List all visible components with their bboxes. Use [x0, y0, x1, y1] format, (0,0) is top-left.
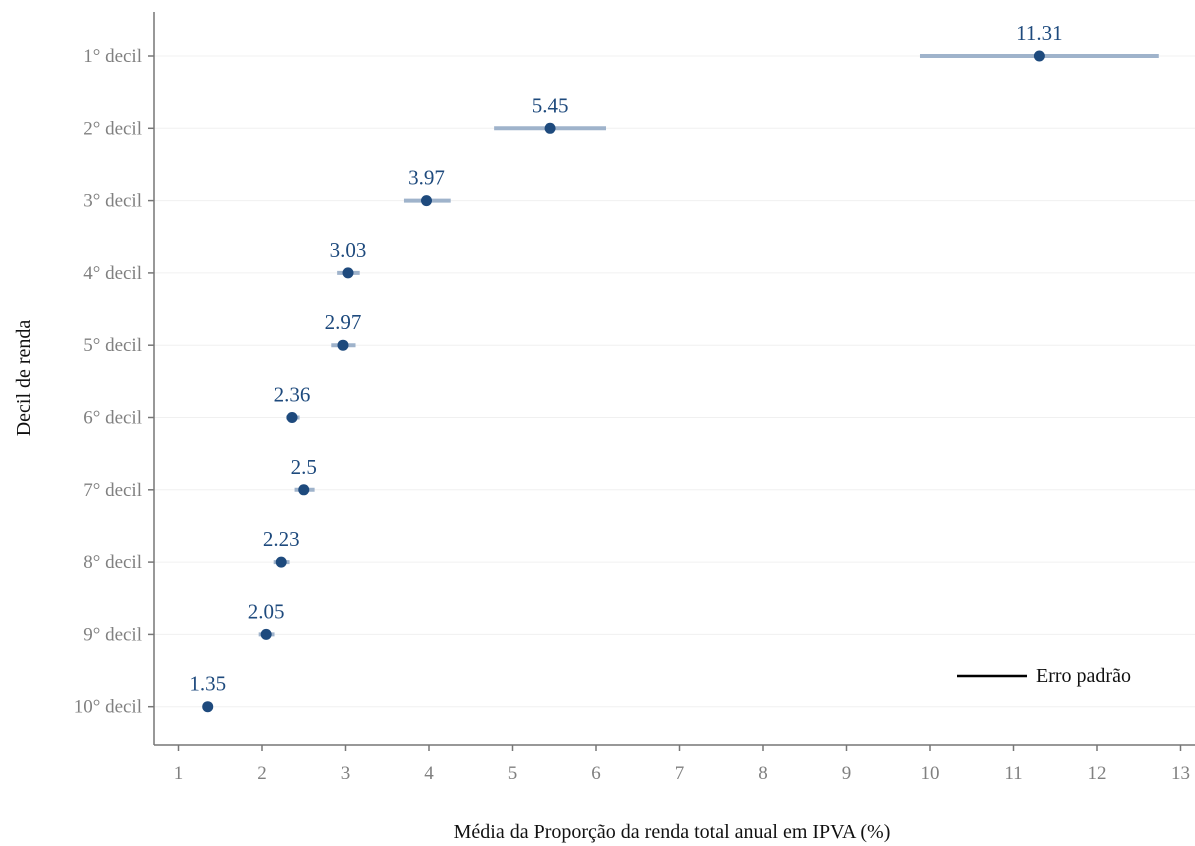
- data-label: 2.05: [248, 599, 285, 623]
- legend-label: Erro padrão: [1036, 665, 1131, 687]
- data-label: 2.97: [325, 310, 362, 334]
- data-label: 2.5: [291, 455, 317, 479]
- x-tick-label: 3: [341, 763, 351, 784]
- legend: Erro padrão: [957, 665, 1131, 687]
- y-ticks: 1° decil 2° decil 3° decil 4° decil 5° decil…: [74, 46, 154, 718]
- x-tick-label: 8: [758, 763, 768, 784]
- x-tick-label: 1: [174, 763, 184, 784]
- data-point: [337, 339, 349, 351]
- data-point: [202, 701, 214, 713]
- y-tick-label: 10° decil: [74, 697, 142, 718]
- data-label: 2.23: [263, 527, 300, 551]
- y-tick-label: 6° decil: [83, 408, 142, 429]
- data-point: [1033, 50, 1045, 62]
- data-point: [420, 195, 432, 207]
- y-tick-label: 8° decil: [83, 552, 142, 573]
- y-tick-label: 3° decil: [83, 191, 142, 212]
- data-point: [298, 484, 310, 496]
- x-tick-label: 10: [921, 763, 940, 784]
- data-label: 3.97: [408, 166, 445, 190]
- y-tick-label: 1° decil: [83, 46, 142, 67]
- data-point: [286, 412, 298, 423]
- x-tick-label: 12: [1088, 763, 1107, 784]
- x-tick-label: 5: [508, 763, 518, 784]
- x-tick-label: 6: [591, 763, 601, 784]
- x-tick-label: 4: [424, 763, 434, 784]
- x-tick-label: 11: [1004, 763, 1022, 784]
- grid-lines: [154, 55, 1195, 708]
- y-tick-label: 9° decil: [83, 624, 142, 645]
- x-tick-label: 7: [675, 763, 685, 784]
- axes: [153, 12, 1195, 746]
- y-axis-title: Decil de renda: [13, 320, 35, 437]
- y-tick-label: 7° decil: [83, 480, 142, 501]
- x-axis-title: Média da Proporção da renda total anual …: [454, 821, 891, 843]
- data-point: [544, 122, 556, 134]
- data-label: 1.35: [189, 672, 226, 696]
- data-point: [275, 556, 287, 568]
- y-tick-label: 2° decil: [83, 118, 142, 139]
- x-ticks: 1 2 3 4 5 6 7 8 9 10 11 12 13: [174, 745, 1190, 784]
- y-tick-label: 4° decil: [83, 263, 142, 284]
- x-tick-label: 13: [1171, 763, 1190, 784]
- data-marks: 11.31 5.45 3.97 3.03 2.97 2.36 2.5 2.23 2.05 1.35: [189, 21, 1159, 713]
- data-label: 3.03: [330, 238, 367, 262]
- x-tick-label: 9: [842, 763, 852, 784]
- x-tick-label: 2: [257, 763, 267, 784]
- data-label: 2.36: [274, 383, 311, 407]
- data-point: [260, 628, 272, 640]
- data-label: 11.31: [1016, 21, 1062, 45]
- y-tick-label: 5° decil: [83, 335, 142, 356]
- data-point: [342, 267, 354, 279]
- data-label: 5.45: [532, 93, 569, 117]
